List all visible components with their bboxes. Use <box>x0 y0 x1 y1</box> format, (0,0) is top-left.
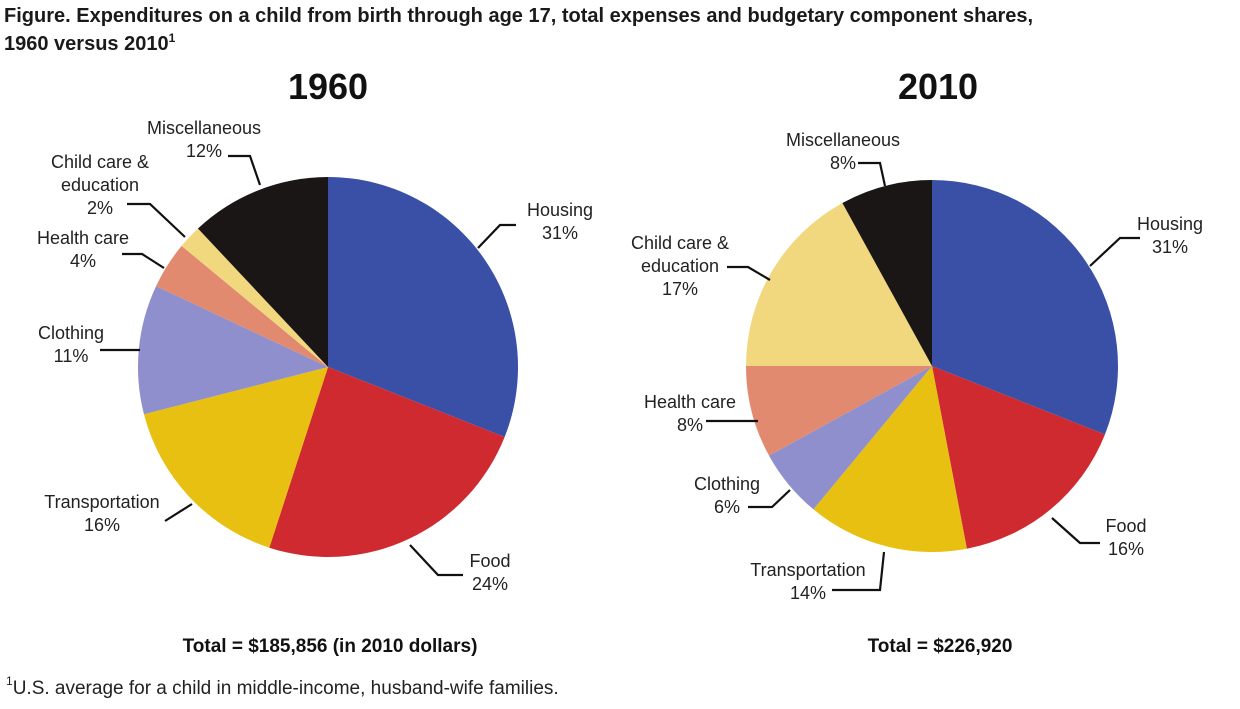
slice-name-2010-miscellaneous: Miscellaneous <box>786 130 900 150</box>
slice-label-2010-miscellaneous: Miscellaneous 8% <box>786 130 900 173</box>
pie-slice-1960-food <box>269 367 505 557</box>
slice-value-1960-child-care-and-education: 2% <box>87 198 113 218</box>
pie-chart-1960: 1960 Housing 31% Food 24% Transportation 16% Cl… <box>37 66 593 657</box>
pie-slice-1960-transportation <box>143 367 328 548</box>
slice-value-1960-clothing: 11% <box>54 346 89 366</box>
figure-title-line2: 1960 versus 20101 <box>4 30 1236 58</box>
slice-value-2010-housing: 31% <box>1152 237 1188 257</box>
pie-slice-1960-health-care <box>156 245 328 367</box>
slice-name-1960-child-care-and-education-line2: education <box>61 175 139 195</box>
slice-label-2010-health-care: Health care 8% <box>644 392 736 435</box>
slice-label-2010-transportation: Transportation 14% <box>750 560 865 603</box>
slice-name-2010-food: Food <box>1105 516 1146 536</box>
slice-value-2010-clothing: 6% <box>714 497 740 517</box>
pie-slice-2010-food <box>932 366 1105 549</box>
pie-slice-1960-clothing <box>137 286 328 415</box>
slice-name-1960-child-care-and-education: Child care & <box>51 152 149 172</box>
pie-title-2010: 2010 <box>898 66 978 107</box>
footnote-text: U.S. average for a child in middle-incom… <box>12 678 559 699</box>
figure-title-line1: Figure. Expenditures on a child from bir… <box>4 5 1034 27</box>
slice-label-2010-child-care-and-education: Child care & education 17% <box>631 233 729 299</box>
slice-name-2010-housing: Housing <box>1137 214 1203 234</box>
slice-label-1960-housing: Housing 31% <box>527 200 593 243</box>
pie-slice-1960-miscellaneous <box>197 177 328 367</box>
footnote: 1U.S. average for a child in middle-inco… <box>6 675 559 700</box>
pie-slice-1960-child-care-and-education <box>181 228 328 367</box>
figure-title-line2-text: 1960 versus 2010 <box>4 33 169 55</box>
slice-label-2010-housing: Housing 31% <box>1137 214 1203 257</box>
leader-line-2010-food <box>1051 517 1100 545</box>
slice-value-2010-miscellaneous: 8% <box>830 153 856 173</box>
pie-chart-2010: 2010 Housing 31% Food 16% Transportation 14% Cl… <box>631 66 1203 657</box>
slice-label-1960-health-care: Health care 4% <box>37 228 129 271</box>
slice-value-2010-health-care: 8% <box>677 415 703 435</box>
slice-name-1960-health-care: Health care <box>37 228 129 248</box>
leader-line-2010-housing <box>1089 236 1140 267</box>
slice-value-2010-child-care-and-education: 17% <box>662 279 698 299</box>
slice-value-2010-food: 16% <box>1108 539 1144 559</box>
slice-value-1960-miscellaneous: 12% <box>186 141 222 161</box>
leader-line-2010-clothing <box>748 489 791 509</box>
pie-slice-2010-transportation <box>813 366 967 553</box>
leader-line-1960-health-care <box>122 252 165 269</box>
slice-name-2010-child-care-and-education: Child care & <box>631 233 729 253</box>
slice-name-1960-transportation: Transportation <box>44 492 159 512</box>
leader-line-1960-transportation <box>164 503 193 522</box>
pie-title-1960: 1960 <box>288 66 368 107</box>
leader-line-2010-transportation <box>832 551 886 592</box>
slice-value-2010-transportation: 14% <box>790 583 826 603</box>
slice-value-1960-transportation: 16% <box>84 515 120 535</box>
slice-label-1960-miscellaneous: Miscellaneous 12% <box>147 118 261 161</box>
slice-label-1960-clothing: Clothing 11% <box>38 323 104 366</box>
slice-value-1960-food: 24% <box>472 574 508 594</box>
slice-name-1960-miscellaneous: Miscellaneous <box>147 118 261 138</box>
slice-name-1960-housing: Housing <box>527 200 593 220</box>
slice-label-1960-food: Food 24% <box>469 551 510 594</box>
pie-total-1960: Total = $185,856 (in 2010 dollars) <box>183 636 478 657</box>
pie-slice-1960-housing <box>328 177 519 437</box>
footnote-marker: 1 <box>6 674 13 688</box>
slice-name-2010-transportation: Transportation <box>750 560 865 580</box>
pie-slice-2010-child-care-and-education <box>746 203 932 366</box>
leader-line-2010-miscellaneous <box>858 161 887 187</box>
slice-name-2010-child-care-and-education-line2: education <box>641 256 719 276</box>
figure-title: Figure. Expenditures on a child from bir… <box>4 2 1236 58</box>
pie-slice-2010-housing <box>932 180 1119 435</box>
leader-line-1960-miscellaneous <box>228 154 262 186</box>
slice-name-2010-health-care: Health care <box>644 392 736 412</box>
slice-label-2010-food: Food 16% <box>1105 516 1146 559</box>
slice-name-1960-food: Food <box>469 551 510 571</box>
slice-value-1960-health-care: 4% <box>70 251 96 271</box>
pie-slice-2010-health-care <box>746 366 932 456</box>
pie-slice-2010-clothing <box>769 366 932 510</box>
slice-name-1960-clothing: Clothing <box>38 323 104 343</box>
pie-total-2010: Total = $226,920 <box>868 636 1013 657</box>
slice-label-1960-transportation: Transportation 16% <box>44 492 159 535</box>
leader-line-1960-child-care-and-education <box>127 202 186 238</box>
figure-title-footnote-ref: 1 <box>168 31 176 45</box>
leader-line-1960-food <box>409 544 463 577</box>
pie-slice-2010-miscellaneous <box>842 180 932 366</box>
leader-line-2010-child-care-and-education <box>727 265 771 281</box>
slice-label-1960-child-care-and-education: Child care & education 2% <box>51 152 149 218</box>
slice-label-2010-clothing: Clothing 6% <box>694 474 760 517</box>
slice-name-2010-clothing: Clothing <box>694 474 760 494</box>
leader-line-1960-housing <box>477 223 516 249</box>
slice-value-1960-housing: 31% <box>542 223 578 243</box>
